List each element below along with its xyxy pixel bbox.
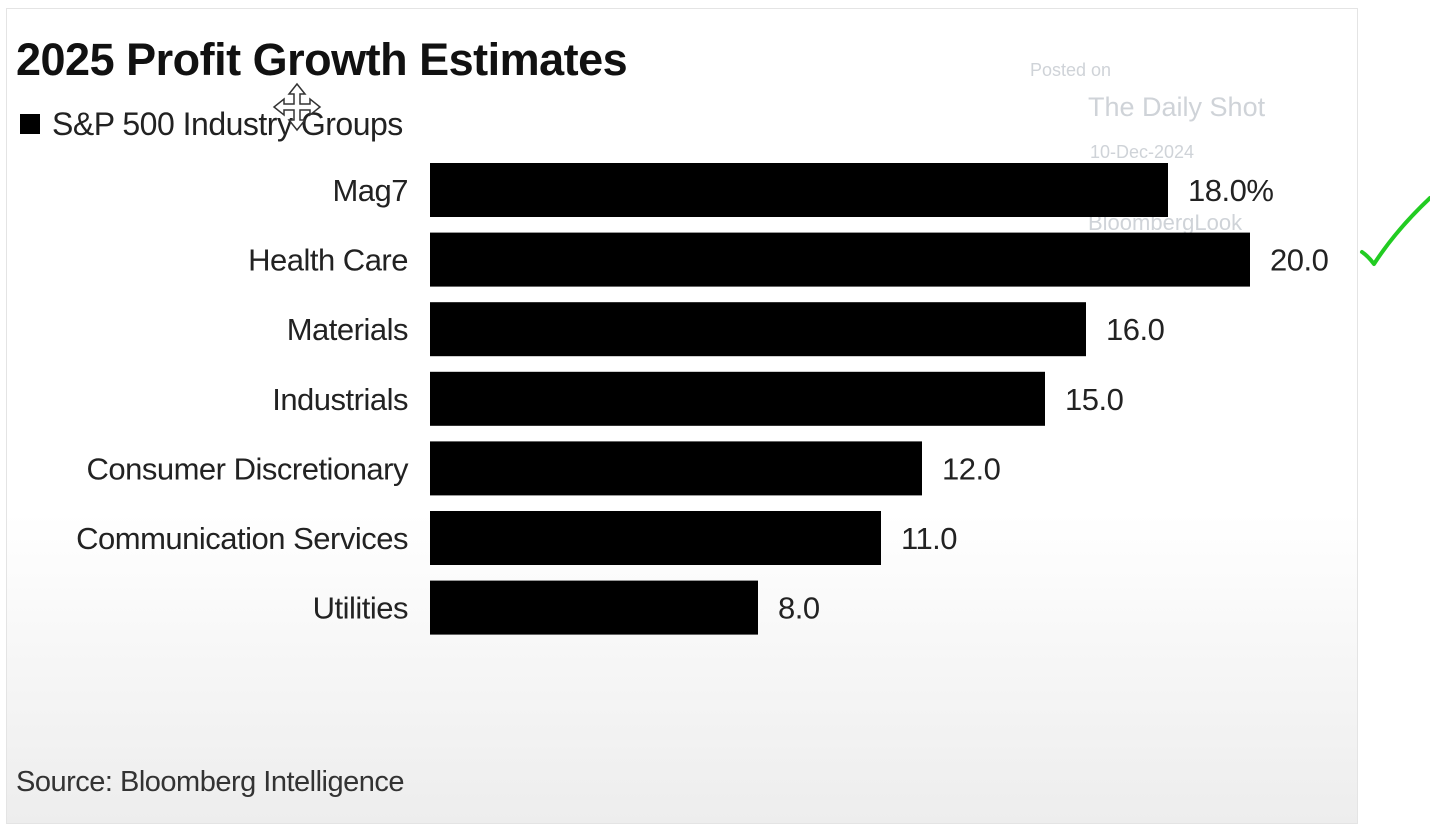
bar: [430, 580, 758, 635]
bar: [430, 163, 1168, 217]
source-note: Source: Bloomberg Intelligence: [16, 766, 405, 798]
bar: [430, 302, 1086, 357]
value-label: 8.0: [778, 591, 820, 626]
bar: [430, 371, 1045, 426]
category-label: Materials: [287, 312, 408, 347]
value-label: 16.0: [1106, 312, 1165, 347]
category-label: Industrials: [272, 382, 408, 417]
bar: [430, 441, 922, 496]
bar: [430, 232, 1250, 287]
value-label: 20.0: [1270, 243, 1329, 278]
category-label: Communication Services: [76, 521, 408, 556]
value-label: 11.0: [901, 521, 957, 556]
category-label: Mag7: [332, 173, 408, 208]
checkmark-icon: [1360, 196, 1430, 266]
legend: S&P 500 Industry Groups: [20, 104, 403, 144]
value-label: 18.0%: [1188, 173, 1273, 208]
move-cursor-icon: [272, 82, 322, 132]
category-label: Consumer Discretionary: [87, 451, 409, 486]
legend-swatch: [20, 114, 40, 134]
value-label: 15.0: [1065, 382, 1124, 417]
category-label: Utilities: [313, 591, 408, 626]
category-label: Health Care: [248, 243, 408, 278]
value-label: 12.0: [942, 451, 1001, 486]
chart-title: 2025 Profit Growth Estimates: [16, 34, 628, 85]
legend-label: S&P 500 Industry Groups: [52, 105, 403, 142]
bar: [430, 511, 881, 565]
